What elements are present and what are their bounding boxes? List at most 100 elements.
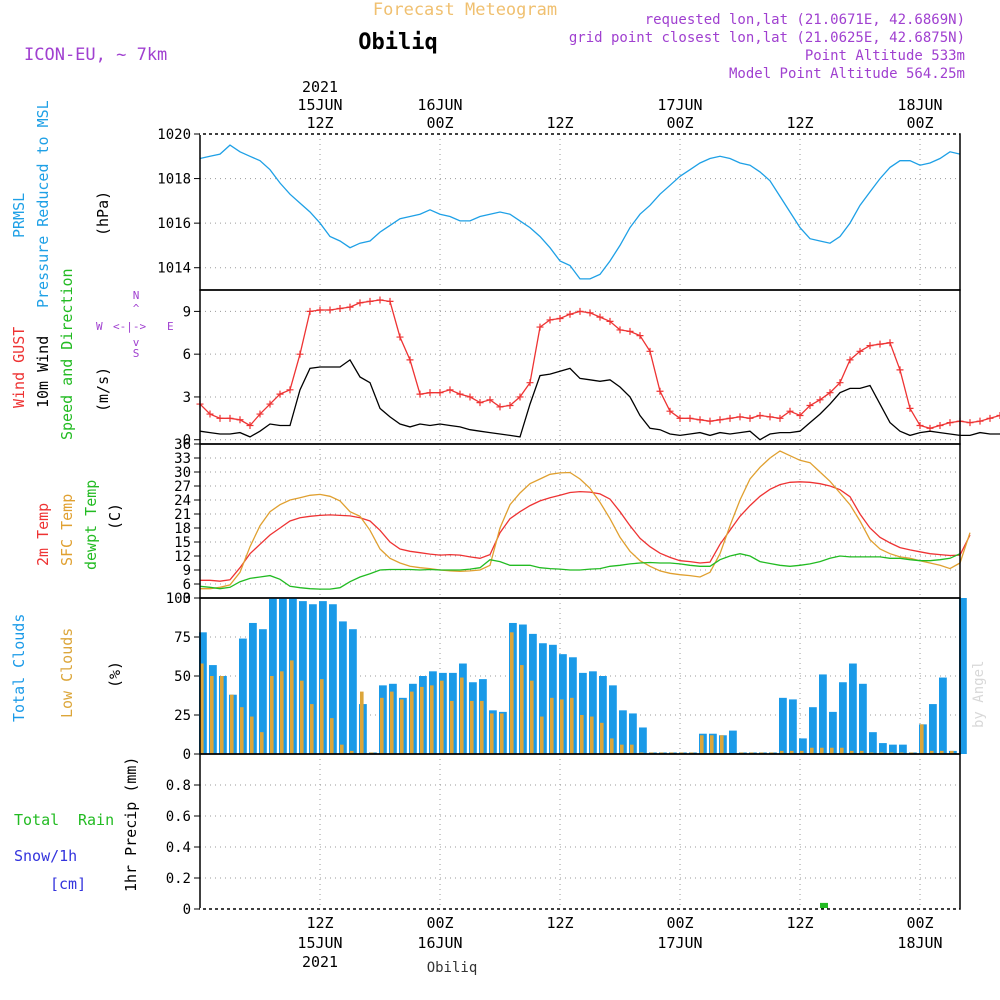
panel-frame xyxy=(199,753,961,910)
low-cloud-bar xyxy=(620,744,624,754)
low-cloud-bar xyxy=(320,679,324,754)
gust-marker xyxy=(666,407,674,415)
low-cloud-bar xyxy=(590,716,594,754)
y-tick-label: 100 xyxy=(166,591,191,607)
time-label: 00Z xyxy=(426,914,453,932)
low-cloud-bar xyxy=(920,724,924,754)
gust-marker xyxy=(896,366,904,374)
low-cloud-bar xyxy=(760,752,764,754)
gust-marker xyxy=(296,350,304,358)
gust-marker xyxy=(816,396,824,404)
gust-marker xyxy=(436,389,444,397)
total-cloud-bar xyxy=(799,738,807,754)
low-cloud-bar xyxy=(400,699,404,754)
total-cloud-bar xyxy=(899,744,907,754)
low-cloud-bar xyxy=(290,660,294,754)
gust-marker xyxy=(726,414,734,422)
low-cloud-bar xyxy=(580,715,584,754)
low-cloud-bar xyxy=(570,697,574,754)
time-label: 00Z xyxy=(906,114,933,132)
gust-marker xyxy=(796,411,804,419)
gust-marker xyxy=(286,386,294,394)
time-label: 00Z xyxy=(666,114,693,132)
gust-marker xyxy=(616,326,624,334)
gust-marker xyxy=(306,307,314,315)
total-cloud-bar xyxy=(589,671,597,754)
time-label: 17JUN xyxy=(657,96,702,114)
low-cloud-bar xyxy=(350,750,354,754)
low-cloud-bar xyxy=(300,680,304,754)
gust-marker xyxy=(496,403,504,411)
y-tick-label: 6 xyxy=(183,347,191,363)
gust-marker xyxy=(776,414,784,422)
low-cloud-bar xyxy=(650,752,654,754)
total-cloud-bar xyxy=(319,601,327,754)
gust-marker xyxy=(706,417,714,425)
y-tick-label: 0 xyxy=(183,747,191,763)
model-label: ICON-EU, ~ 7km xyxy=(24,45,167,65)
y-tick-label: 3 xyxy=(183,591,191,607)
gust-marker xyxy=(446,386,454,394)
wind-labels: Wind GUST 10m Wind Speed and Direction (… xyxy=(10,268,174,440)
total-cloud-bar xyxy=(859,683,867,754)
low-cloud-bar xyxy=(740,752,744,754)
low-cloud-bar xyxy=(260,732,264,754)
total-cloud-bar xyxy=(869,732,877,754)
y-tick-label: 33 xyxy=(174,451,191,467)
gust-marker xyxy=(426,389,434,397)
low-cloud-bar xyxy=(850,750,854,754)
low-cloud-bar xyxy=(340,744,344,754)
total-cloud-bar xyxy=(729,730,737,754)
low-cloud-bar xyxy=(430,685,434,754)
gust-marker xyxy=(836,379,844,387)
time-label: 12Z xyxy=(306,914,333,932)
gust-marker xyxy=(316,306,324,314)
gust-marker xyxy=(866,342,874,350)
pressure-line xyxy=(199,144,961,280)
gust-marker xyxy=(626,327,634,335)
gust-marker xyxy=(516,393,524,401)
gust-marker xyxy=(206,410,214,418)
low-cloud-bar xyxy=(660,752,664,754)
y-tick-label: 1014 xyxy=(157,261,191,277)
y-tick-label: 1020 xyxy=(157,127,191,143)
low-cloud-bar xyxy=(530,680,534,754)
wind-panel: 0 3 6 9 xyxy=(183,289,1000,449)
low-cloud-bar xyxy=(200,663,204,754)
gust-marker xyxy=(936,421,944,429)
temp-unit: (C) xyxy=(106,503,124,530)
wind-dir-label: Speed and Direction xyxy=(58,268,76,440)
low-cloud-bar xyxy=(220,676,224,754)
gust-marker xyxy=(606,317,614,325)
y-tick-label: 1016 xyxy=(157,216,191,232)
total-cloud-bar xyxy=(809,707,817,754)
low-cloud-bar xyxy=(750,752,754,754)
low-cloud-bar xyxy=(510,632,514,754)
gust-marker xyxy=(986,414,994,422)
gust-marker xyxy=(596,313,604,321)
cloud-labels: Total Clouds Low Clouds (%) xyxy=(10,614,124,722)
low-cloud-bar xyxy=(780,750,784,754)
gust-marker xyxy=(236,416,244,424)
gust-marker xyxy=(996,411,1000,419)
gust-marker xyxy=(506,402,514,409)
gust-marker xyxy=(906,404,914,412)
low-cloud-bar xyxy=(930,750,934,754)
gust-marker xyxy=(766,413,774,421)
time-label: 2021 xyxy=(302,78,338,96)
dewpoint-line xyxy=(199,553,961,590)
footer-location: Obiliq xyxy=(427,960,478,976)
total-cloud-bar xyxy=(339,621,347,754)
wind-unit: (m/s) xyxy=(94,367,112,412)
gust-marker xyxy=(356,299,364,307)
y-tick-label: 0.2 xyxy=(166,871,191,887)
low-cloud-bar xyxy=(330,718,334,754)
gust-marker xyxy=(886,339,894,347)
low-cloud-bar xyxy=(370,752,374,754)
low-cloud-bar xyxy=(520,665,524,754)
low-cloud-bar xyxy=(420,686,424,754)
temp2m-line xyxy=(200,481,971,582)
gust-marker xyxy=(396,333,404,341)
gust-marker xyxy=(966,419,974,427)
low-cloud-bar xyxy=(680,752,684,754)
